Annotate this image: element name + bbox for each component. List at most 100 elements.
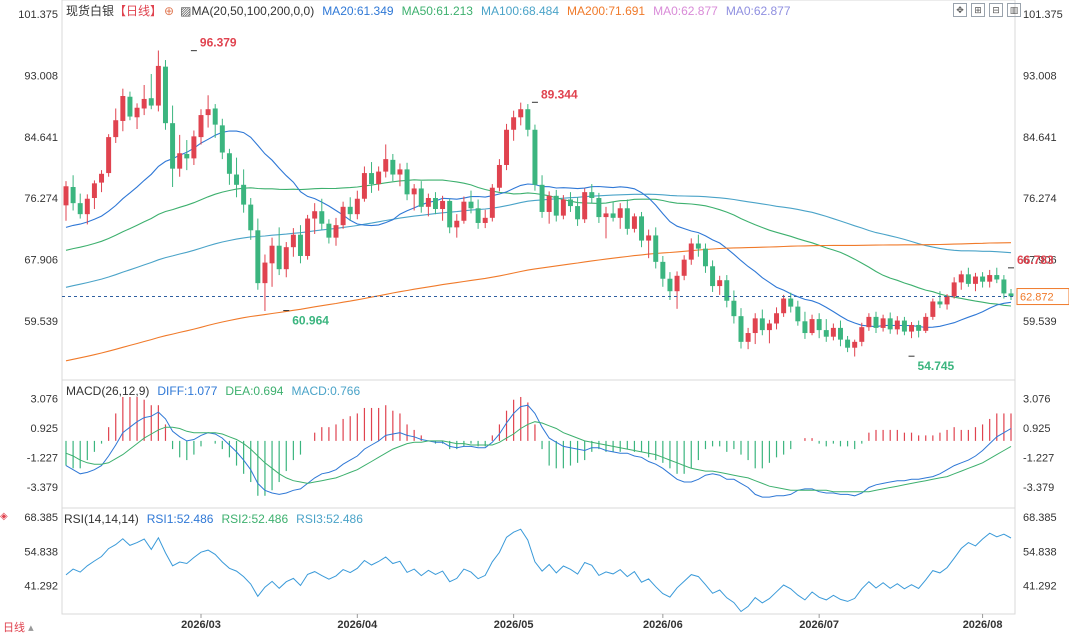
candle-body: [248, 204, 254, 231]
candle-body: [361, 173, 367, 199]
candle-body: [283, 247, 289, 270]
candle-body: [511, 117, 517, 130]
candle-body: [859, 327, 865, 342]
candle-body: [269, 245, 275, 264]
rsi-y-tick-right: 54.838: [1023, 546, 1057, 558]
candle-body: [994, 275, 1000, 280]
candle-body: [440, 200, 446, 210]
candle-body: [951, 282, 957, 297]
candle-body: [724, 280, 730, 301]
candle-body: [84, 198, 90, 215]
candle-body: [148, 98, 154, 106]
candle-body: [944, 296, 950, 305]
candle-body: [369, 173, 375, 185]
candle-body: [909, 324, 915, 332]
y-tick-label-left: 59.539: [24, 316, 58, 328]
candle-body: [823, 330, 829, 337]
macd-panel: 3.076 3.076 0.925 0.925 -1.227 -1.227 -3.379 -3…: [27, 394, 1054, 498]
candle-body: [738, 316, 744, 342]
rsi2-value: RSI2:52.486: [221, 512, 289, 526]
candle-body: [162, 66, 168, 124]
zoom-in-icon[interactable]: ✥: [953, 3, 967, 17]
candle-body: [617, 208, 623, 218]
candle-body: [667, 278, 673, 292]
candle-body: [958, 274, 964, 283]
period-switch-button[interactable]: 日线 ▴: [3, 619, 34, 635]
candle-body: [77, 203, 83, 215]
candle-body: [489, 187, 495, 218]
candle-body: [631, 216, 637, 229]
macd-diff-value: DIFF:1.077: [157, 384, 218, 398]
low-label: 60.964: [292, 314, 329, 328]
candle-body: [894, 320, 900, 330]
macd-y-tick-right: 3.076: [1023, 394, 1051, 406]
y-tick-label-right: 93.008: [1023, 70, 1057, 82]
candle-body: [106, 137, 112, 174]
candle-body: [539, 184, 545, 212]
macd-y-tick-left: 0.925: [30, 423, 58, 435]
settings-icon[interactable]: ⊟: [989, 3, 1003, 17]
candle-body: [923, 316, 929, 331]
candle-body: [525, 109, 531, 130]
candle-body: [127, 96, 133, 117]
candle-body: [660, 261, 666, 279]
period-label[interactable]: 【日线】: [114, 4, 163, 18]
candle-body: [205, 109, 211, 116]
candle-body: [603, 213, 609, 218]
candle-body: [710, 266, 716, 287]
candle-body: [297, 234, 303, 256]
candle-body: [880, 318, 886, 328]
candle-body: [589, 192, 595, 199]
high-label: 89.344: [541, 87, 578, 101]
ma100-line: [65, 193, 1012, 288]
candle-body: [774, 313, 780, 324]
candle-body: [1001, 279, 1007, 294]
candle-body: [170, 123, 176, 169]
y-tick-label-right: 59.539: [1023, 316, 1057, 328]
candle-body: [596, 198, 602, 218]
macd-y-tick-right: -1.227: [1023, 453, 1054, 465]
candle-body: [390, 159, 396, 175]
macd-y-tick-right: 0.925: [1023, 423, 1051, 435]
candle-body: [212, 108, 218, 125]
candle-body: [262, 262, 268, 284]
candle-body: [482, 217, 488, 223]
candle-body: [468, 201, 474, 209]
ma50-value: MA50:61.213: [401, 4, 473, 18]
target-icon[interactable]: ⊕: [164, 4, 175, 18]
macd-value: MACD:0.766: [291, 384, 361, 398]
x-tick-label: 2026/03: [181, 619, 221, 631]
rsi-panel: 68.385 68.385 54.838 54.838 41.292 41.292: [24, 512, 1057, 613]
candle-body: [518, 109, 524, 118]
candle-body: [731, 300, 737, 317]
grid-icon[interactable]: ▨: [180, 4, 192, 18]
candle-body: [454, 220, 460, 228]
candle-body: [241, 184, 247, 205]
ma20-line: [65, 130, 1012, 328]
macd-label[interactable]: MACD(26,12,9): [66, 384, 150, 398]
macd-legend: MACD(26,12,9) DIFF:1.077 DEA:0.694 MACD:0.7…: [66, 384, 368, 398]
candle-body: [965, 274, 971, 284]
y-tick-label-right: 67.906: [1023, 255, 1057, 267]
y-tick-label-left: 93.008: [24, 70, 58, 82]
ma0-value-2: MA0:62.877: [725, 4, 791, 18]
candle-body: [226, 153, 232, 174]
candle-body: [816, 319, 822, 331]
layout-icon[interactable]: ▥: [1007, 3, 1021, 17]
candle-body: [575, 206, 581, 220]
ma-label[interactable]: MA(20,50,100,200,0,0): [191, 4, 315, 18]
candle-body: [674, 275, 680, 292]
zoom-out-icon[interactable]: ⊞: [971, 3, 985, 17]
indicator-toggle-icon[interactable]: ◈: [0, 511, 8, 522]
rsi-label[interactable]: RSI(14,14,14): [64, 512, 139, 526]
macd-dea-value: DEA:0.694: [225, 384, 284, 398]
high-label: 66.783: [1017, 253, 1054, 267]
rsi-y-tick-left: 54.838: [24, 546, 58, 558]
candle-body: [496, 164, 502, 188]
candle-body: [937, 301, 943, 305]
candle-body: [276, 245, 282, 270]
rsi1-value: RSI1:52.486: [146, 512, 214, 526]
candle-body: [610, 213, 616, 218]
